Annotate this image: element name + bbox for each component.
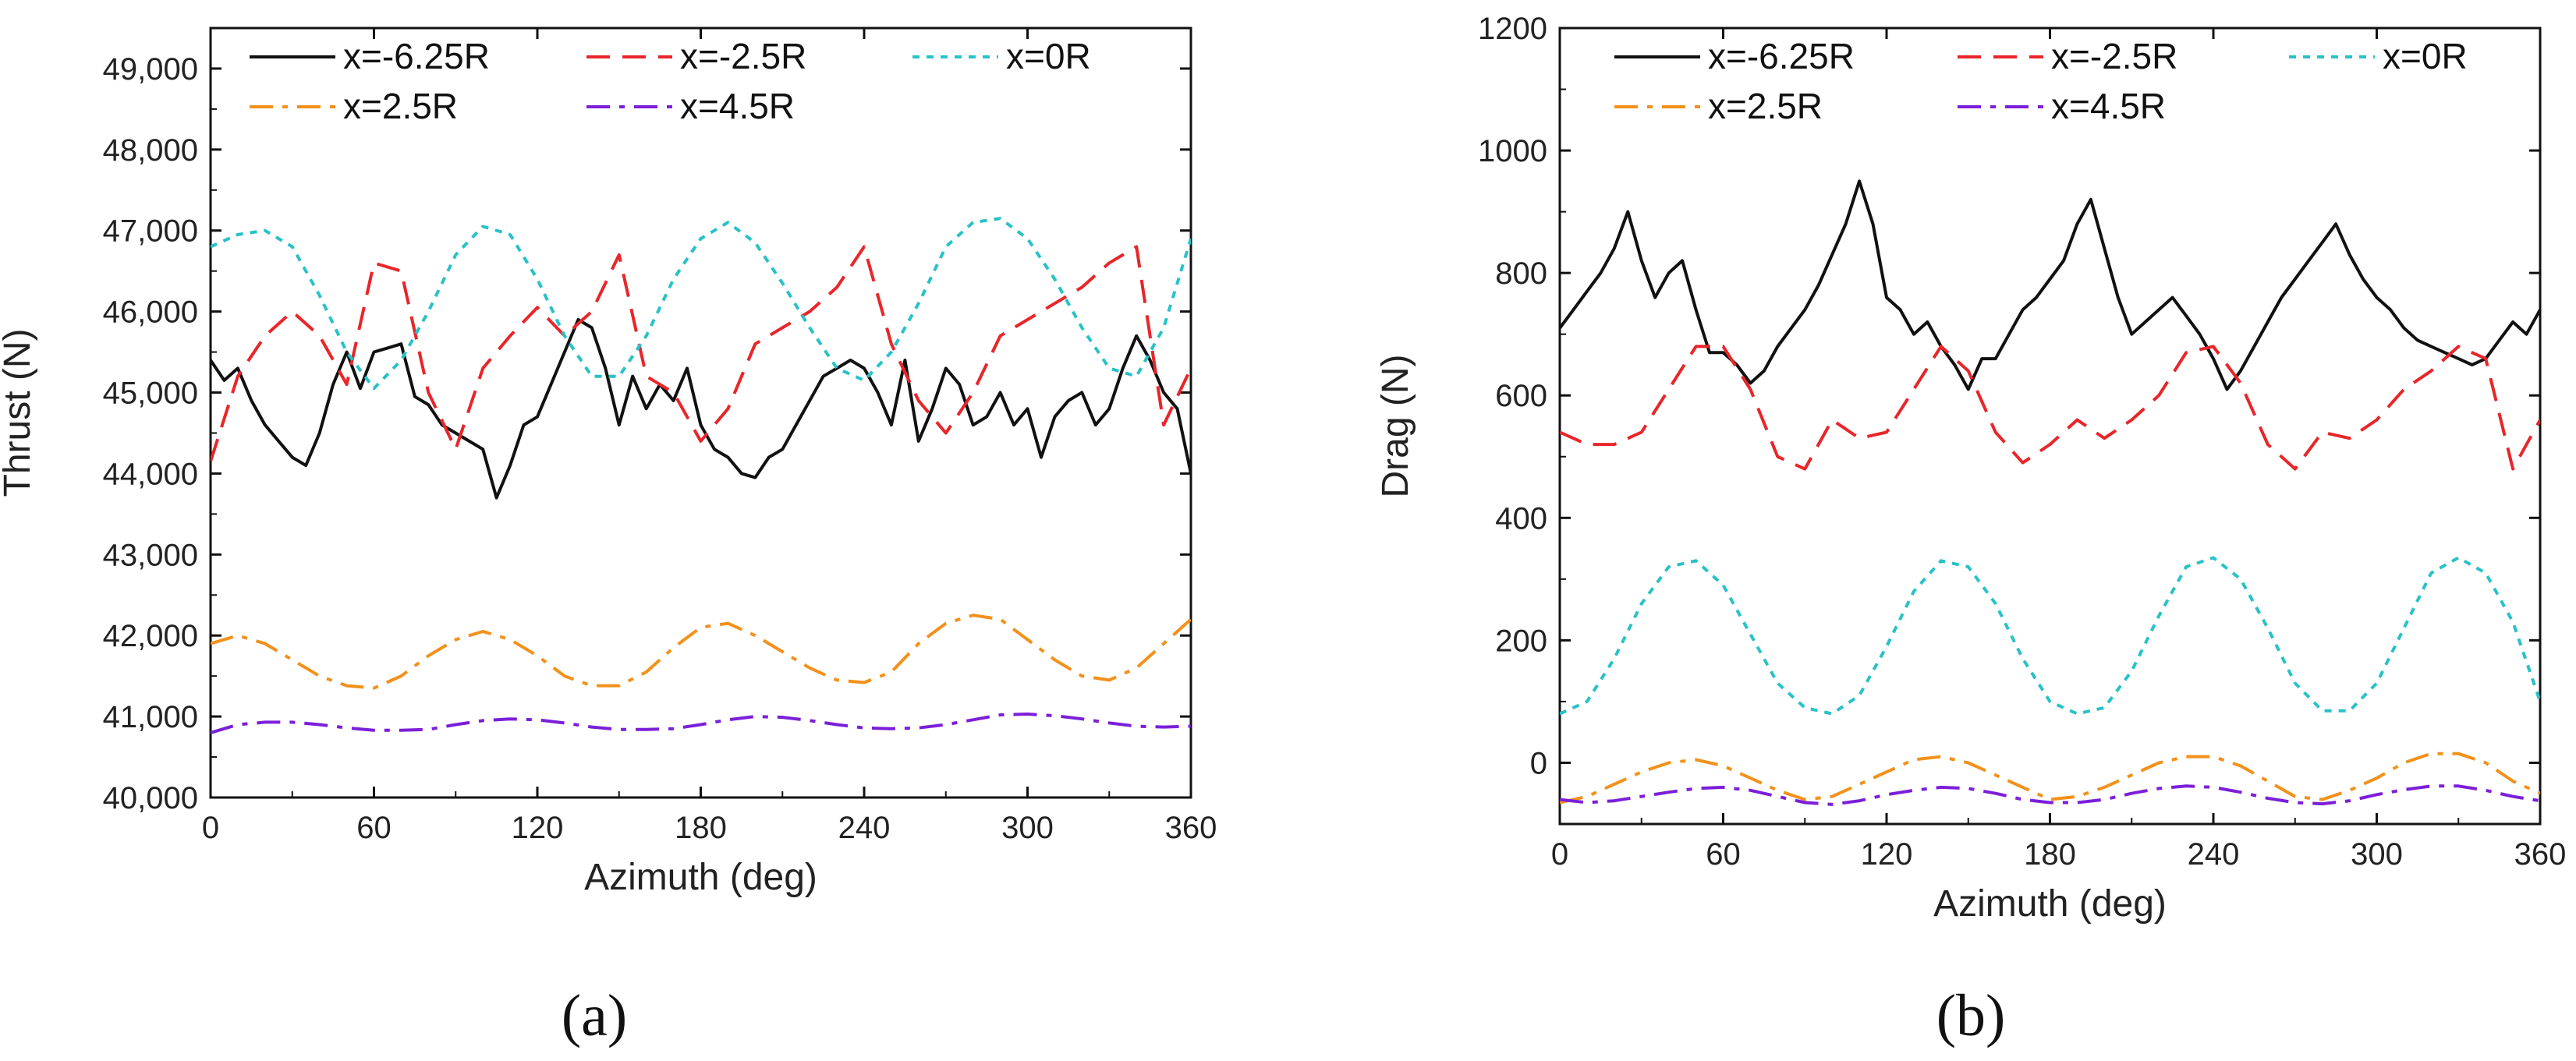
series-line-x=4.5R: [1560, 784, 2540, 806]
x-axis-title: Azimuth (deg): [584, 857, 817, 898]
legend-label: x=-2.5R: [2051, 36, 2177, 76]
y-tick-label: 600: [1495, 379, 1547, 413]
x-tick-label: 0: [202, 811, 219, 845]
series-line-x=0R: [1560, 556, 2540, 716]
y-tick-label: 1000: [1478, 134, 1547, 168]
legend-label: x=-2.5R: [680, 36, 806, 76]
legend-label: x=2.5R: [1708, 86, 1823, 126]
legend-label: x=-6.25R: [1708, 36, 1855, 76]
y-tick-label: 200: [1495, 624, 1547, 658]
x-tick-label: 180: [2024, 837, 2076, 872]
legend-label: x=0R: [1006, 36, 1091, 76]
legend-label: x=4.5R: [2051, 86, 2166, 126]
x-tick-label: 120: [512, 811, 564, 845]
y-axis-title: Thrust (N): [0, 329, 38, 497]
y-tick-label: 0: [1530, 746, 1547, 780]
y-tick-label: 41,000: [103, 700, 198, 734]
x-tick-label: 360: [1165, 811, 1217, 845]
y-tick-label: 45,000: [103, 377, 198, 411]
series-line-x=-6.25R: [211, 318, 1191, 500]
x-tick-label: 240: [2188, 837, 2240, 872]
chart-panel-b: 0 60 120 180 240 300 360 0 200 400 600 800 1000 1200 A…: [1375, 12, 2566, 925]
y-tick-label: 44,000: [103, 457, 198, 491]
y-tick-label: 43,000: [103, 538, 198, 572]
y-tick-label: 47,000: [103, 214, 198, 249]
y-tick-label: 1200: [1478, 12, 1547, 46]
x-tick-label: 300: [1001, 811, 1054, 845]
y-axis-title: Drag (N): [1375, 354, 1416, 497]
x-tick-label: 300: [2351, 837, 2403, 872]
series-line-x=0R: [211, 217, 1191, 391]
legend-label: x=4.5R: [680, 86, 795, 126]
x-tick-label: 180: [675, 811, 727, 845]
x-tick-label: 360: [2514, 837, 2567, 872]
y-tick-label: 42,000: [103, 619, 198, 653]
legend-label: x=2.5R: [343, 86, 458, 126]
y-tick-label: 40,000: [103, 781, 198, 815]
legend-label: x=-6.25R: [343, 36, 490, 76]
series-line-x=4.5R: [211, 713, 1191, 734]
series-line-x=2.5R: [1560, 752, 2540, 805]
plot-frame: [1558, 27, 2542, 826]
panel-label-a: (a): [562, 983, 627, 1049]
x-tick-label: 120: [1861, 837, 1913, 872]
chart-panel-a: 0 60 120 180 240 300 360 40,000 41,000 42,000 43,0…: [0, 27, 1217, 898]
y-tick-label: 48,000: [103, 133, 198, 168]
y-tick-label: 49,000: [103, 52, 198, 87]
x-tick-label: 240: [838, 811, 891, 845]
x-tick-label: 60: [356, 811, 392, 845]
x-tick-label: 0: [1551, 837, 1568, 872]
series-line-x=-2.5R: [211, 245, 1191, 462]
y-tick-label: 46,000: [103, 295, 198, 330]
series-line-x=-2.5R: [1560, 345, 2540, 471]
x-tick-label: 60: [1706, 837, 1741, 872]
y-tick-label: 800: [1495, 256, 1547, 291]
y-tick-label: 400: [1495, 501, 1547, 536]
series-line-x=2.5R: [211, 614, 1191, 690]
legend-label: x=0R: [2383, 36, 2468, 76]
plot-frame: [209, 27, 1192, 799]
series-line-x=-6.25R: [1560, 179, 2540, 391]
x-axis-title: Azimuth (deg): [1933, 883, 2167, 925]
panel-label-b: (b): [1936, 983, 2006, 1049]
